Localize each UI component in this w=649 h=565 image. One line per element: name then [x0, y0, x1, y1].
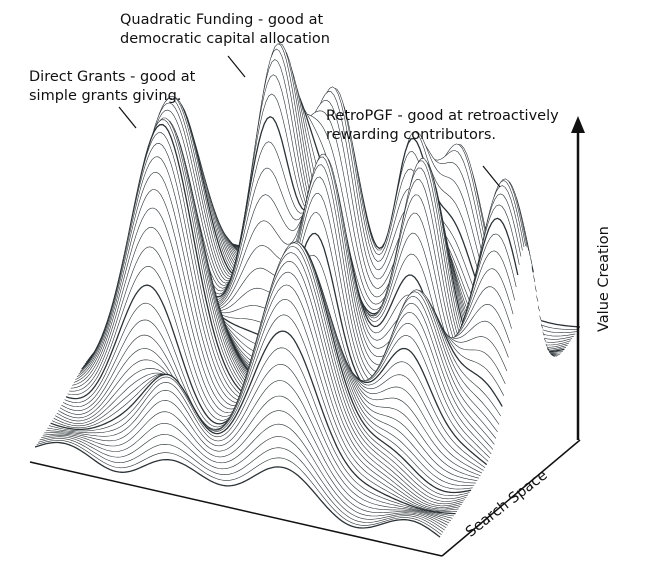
terrain-contour-line — [44, 395, 450, 524]
terrain-contour-line — [42, 410, 448, 526]
annotation-line: Direct Grants - good at — [29, 69, 196, 85]
annotation-line: democratic capital allocation — [120, 31, 330, 47]
value-creation-label: Value Creation — [596, 226, 612, 332]
leader-line-retropgf — [482, 165, 501, 188]
annotation-quadratic-funding: Quadratic Funding - good at democratic c… — [120, 11, 330, 49]
terrain-contour-line — [53, 298, 459, 511]
terrain-contour-line — [48, 347, 455, 517]
base-axis-right — [441, 439, 581, 557]
terrain-contour-line — [38, 438, 444, 533]
terrain-contour-line — [36, 440, 442, 536]
terrain-contour-line — [39, 434, 445, 531]
terrain-contour-line — [51, 314, 458, 512]
terrain-contour-line — [56, 271, 462, 508]
terrain-contour-line — [55, 284, 461, 510]
annotation-line: RetroPGF - good at retroactively — [326, 108, 559, 124]
annotation-line: rewarding contributors. — [326, 127, 497, 143]
annotation-line: Quadratic Funding - good at — [120, 12, 324, 28]
annotation-line: simple grants giving. — [29, 88, 182, 104]
base-axis-left — [29, 461, 443, 557]
arrow-up-icon — [571, 116, 585, 133]
leader-line-quadratic-funding — [227, 55, 246, 78]
terrain-contour-line — [41, 423, 447, 528]
terrain-fill-band — [35, 442, 440, 557]
terrain-contour-line — [58, 260, 464, 507]
terrain-contour-line — [34, 441, 441, 538]
terrain-contour-line — [50, 330, 456, 515]
leader-line-direct-grants — [118, 106, 137, 129]
terrain-contour-line — [45, 380, 451, 521]
annotation-direct-grants: Direct Grants - good at simple grants gi… — [29, 68, 195, 106]
terrain-contour-line — [47, 364, 453, 519]
annotation-retropgf: RetroPGF - good at retroactively rewardi… — [326, 107, 559, 145]
